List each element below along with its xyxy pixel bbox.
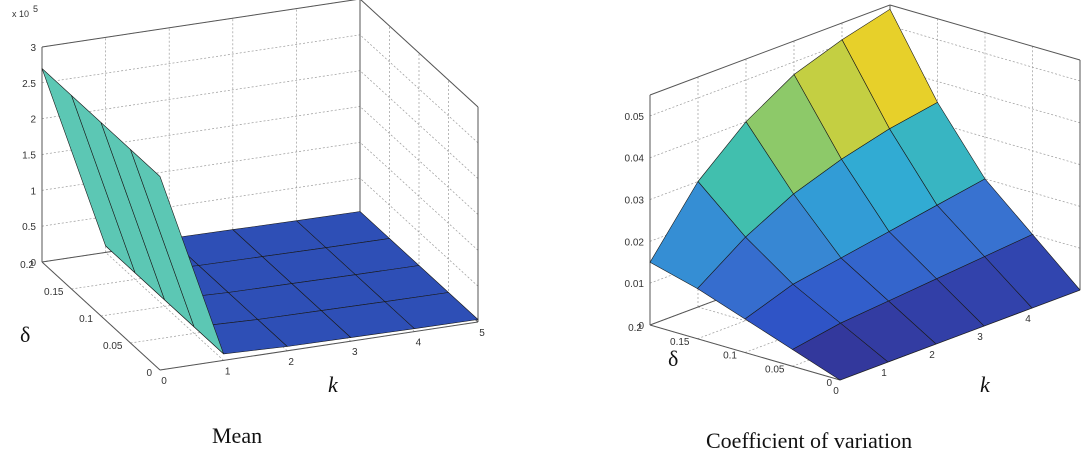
mean-y-axis-label: δ	[20, 322, 30, 347]
cv-caption: Coefficient of variation	[706, 428, 913, 453]
mean-z-multiplier-exponent: 5	[33, 4, 38, 14]
cv-y-tick-label: 0	[826, 378, 832, 389]
mean-z-tick-label: 3	[30, 43, 36, 54]
cv-z-tick-label: 0.02	[625, 237, 645, 248]
mean-grid-line	[41, 177, 361, 227]
mean-surface-chart: 0 1 2 3 4 5 0 0.05 0.1 0.15 0.2 0 0.5 1 1.5 2 2.5 3 k δ x 10…	[0, 0, 530, 464]
cv-z-tick-label: 0.01	[625, 279, 645, 290]
cv-y-tick-label: 0.05	[765, 364, 785, 375]
cv-grid-line	[889, 25, 1081, 82]
cv-box-edge	[649, 4, 891, 96]
mean-grid-line	[105, 252, 224, 361]
cv-x-tick-label: 2	[929, 350, 935, 361]
mean-box-edge	[159, 321, 479, 371]
mean-caption: Mean	[212, 423, 263, 448]
cv-x-tick-label: 0	[833, 386, 839, 397]
cv-z-tick-label: 0.03	[625, 196, 645, 207]
mean-z-tick-label: 0.5	[22, 222, 36, 233]
mean-surface-patch	[130, 149, 224, 355]
mean-z-tick-label: 2	[30, 115, 36, 126]
cv-ticks: 0123400.050.10.150.200.010.020.030.040.0…	[625, 112, 1032, 397]
mean-x-tick-label: 5	[479, 328, 485, 339]
cv-x-tick-label: 3	[977, 332, 983, 343]
mean-x-tick-label: 0	[161, 376, 167, 387]
mean-x-tick-label: 1	[225, 366, 231, 377]
mean-z-tick-label: 2.5	[22, 79, 36, 90]
cv-box-edge	[889, 4, 1081, 61]
mean-x-axis-label: k	[328, 372, 339, 397]
mean-grid-line	[359, 142, 479, 251]
cv-y-tick-label: 0.2	[628, 323, 642, 334]
mean-x-tick-label: 4	[416, 338, 422, 349]
cv-z-tick-label: 0	[638, 321, 644, 332]
mean-z-multiplier: x 10	[12, 9, 29, 19]
mean-surface	[41, 68, 479, 355]
mean-z-tick-label: 1	[30, 186, 36, 197]
mean-grid-line	[41, 34, 361, 84]
cv-y-axis-label: δ	[668, 346, 678, 371]
cv-z-tick-label: 0.04	[625, 154, 645, 165]
mean-z-tick-label: 0	[30, 258, 36, 269]
mean-grid-line	[359, 70, 479, 179]
cv-surface-svg: 0123400.050.10.150.200.010.020.030.040.0…	[625, 4, 1081, 397]
cv-y-tick-label: 0.1	[723, 351, 737, 362]
mean-grid-line	[359, 106, 479, 215]
mean-y-tick-label: 0.1	[79, 314, 93, 325]
mean-x-tick-label: 3	[352, 347, 358, 358]
cv-z-tick-label: 0.05	[625, 112, 645, 123]
mean-box-edge	[360, 0, 479, 108]
cv-surface-chart: 0 1 2 3 4 0 0.05 0.1 0.15 0.2 0 0.01 0.02 0.03 0.04 0.0…	[560, 0, 1091, 464]
mean-grid-line	[359, 177, 479, 287]
mean-y-tick-label: 0.15	[44, 287, 64, 298]
cv-x-tick-label: 4	[1025, 314, 1031, 325]
mean-grid-line	[359, 34, 479, 144]
mean-z-tick-label: 1.5	[22, 151, 36, 162]
cv-y-tick-label: 0.15	[670, 337, 690, 348]
mean-box-edge	[41, 261, 161, 371]
mean-box-edge	[41, 0, 357, 48]
mean-y-tick-label: 0.2	[20, 260, 34, 271]
mean-y-tick-label: 0	[146, 368, 152, 379]
cv-surface-patch	[792, 322, 889, 381]
cv-x-axis-label: k	[980, 372, 991, 397]
mean-x-tick-label: 2	[288, 357, 294, 368]
cv-surface	[649, 8, 1081, 381]
mean-y-tick-label: 0.05	[103, 341, 123, 352]
cv-box-edge	[649, 324, 841, 381]
mean-grid-line	[41, 70, 361, 120]
cv-x-tick-label: 1	[881, 368, 887, 379]
